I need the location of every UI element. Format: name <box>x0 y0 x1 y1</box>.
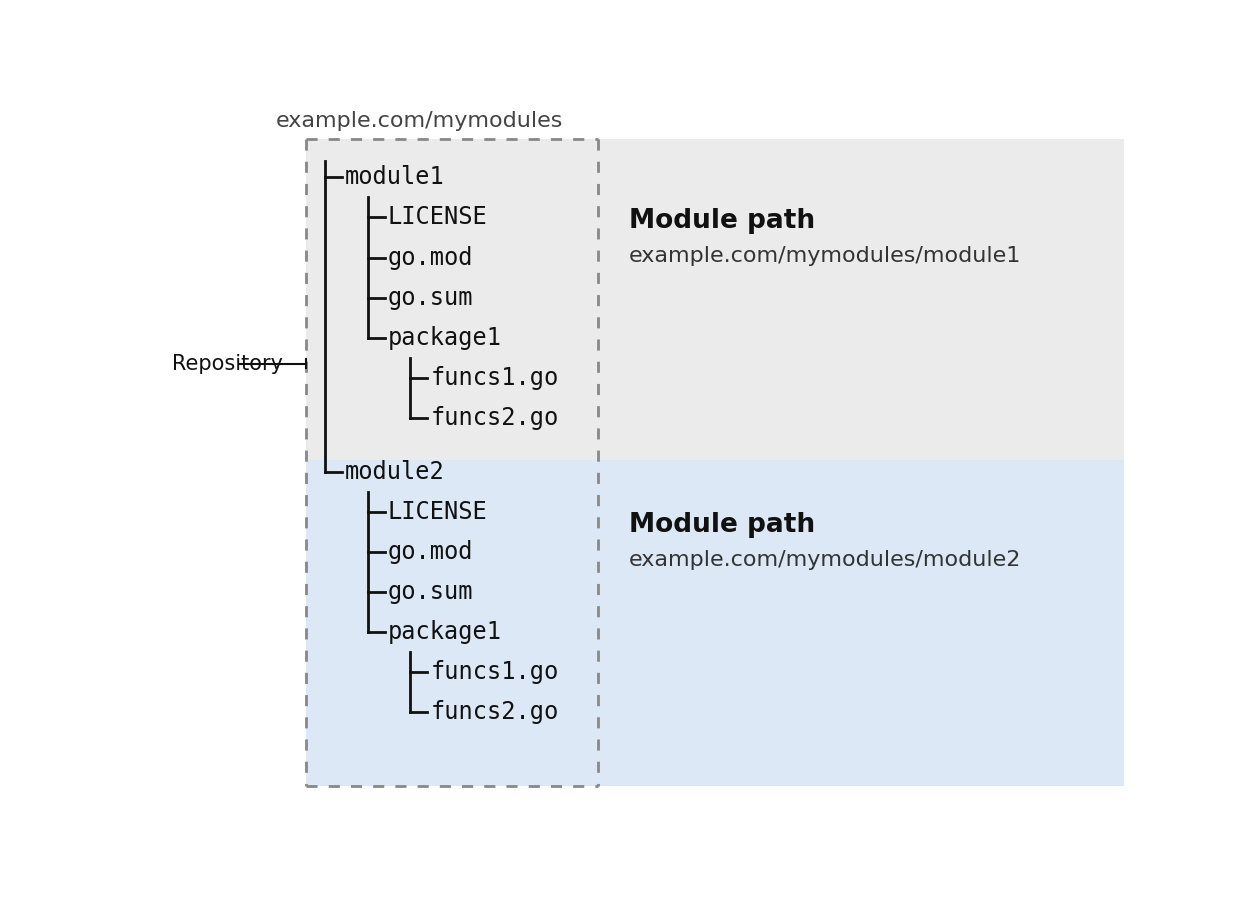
Text: funcs2.go: funcs2.go <box>431 700 558 724</box>
Text: go.sum: go.sum <box>388 579 473 604</box>
Text: funcs2.go: funcs2.go <box>431 406 558 430</box>
Text: Module path: Module path <box>629 208 816 234</box>
Text: LICENSE: LICENSE <box>388 500 487 524</box>
Text: go.sum: go.sum <box>388 285 473 310</box>
Text: module1: module1 <box>345 165 445 189</box>
Text: funcs1.go: funcs1.go <box>431 366 558 389</box>
Text: module2: module2 <box>345 460 445 484</box>
Bar <box>306 460 1124 786</box>
Text: example.com/mymodules/module1: example.com/mymodules/module1 <box>629 246 1022 266</box>
Text: LICENSE: LICENSE <box>388 206 487 229</box>
Text: package1: package1 <box>388 620 502 643</box>
Text: example.com/mymodules: example.com/mymodules <box>276 112 563 132</box>
Text: go.mod: go.mod <box>388 539 473 564</box>
Text: example.com/mymodules/module2: example.com/mymodules/module2 <box>629 550 1022 570</box>
Text: package1: package1 <box>388 325 502 349</box>
Text: go.mod: go.mod <box>388 246 473 270</box>
Text: funcs1.go: funcs1.go <box>431 660 558 684</box>
Text: Module path: Module path <box>629 513 816 538</box>
Text: Repository: Repository <box>171 354 282 374</box>
Bar <box>306 139 1124 460</box>
